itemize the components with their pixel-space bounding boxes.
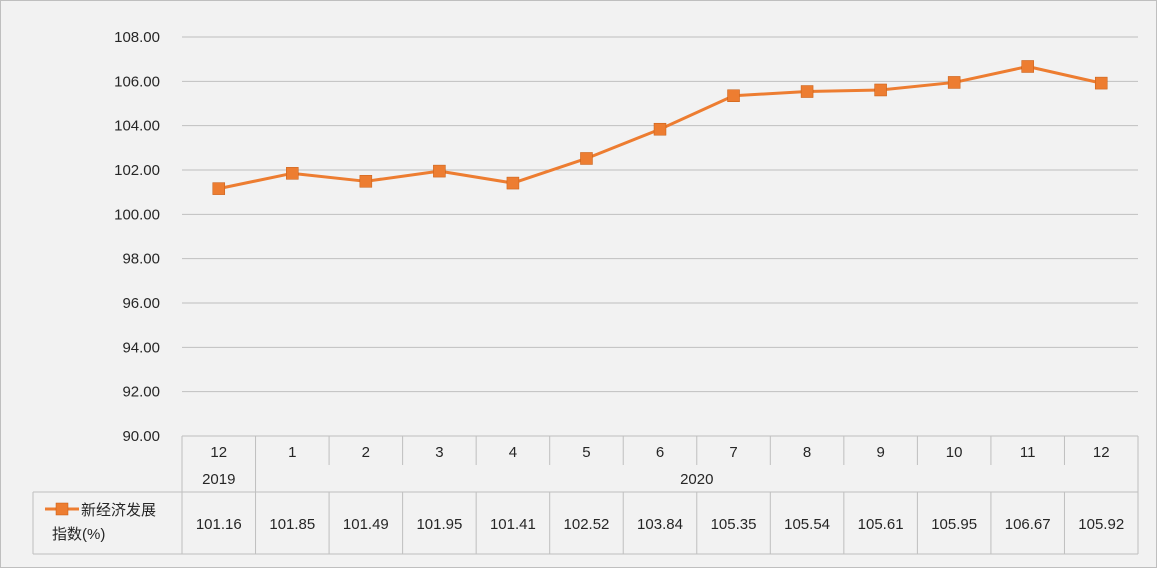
- data-point: [433, 164, 446, 178]
- y-tick-label: 102.00: [114, 162, 160, 179]
- data-table-value: 101.16: [196, 516, 242, 533]
- data-table-value: 101.95: [416, 516, 462, 533]
- data-point: [727, 89, 740, 102]
- x-category-label: 11: [1020, 444, 1036, 461]
- x-category-label: 5: [582, 444, 590, 461]
- x-year-label: 2019: [202, 471, 235, 488]
- x-year-label: 2020: [680, 471, 713, 488]
- x-category-label: 3: [435, 444, 443, 461]
- x-category-label: 7: [729, 444, 737, 461]
- data-table-value: 103.84: [637, 516, 683, 533]
- y-tick-label: 100.00: [114, 206, 160, 223]
- data-point: [212, 182, 226, 195]
- y-tick-label: 90.00: [122, 428, 160, 445]
- x-category-label: 4: [509, 444, 517, 461]
- legend-label: 指数(%): [52, 526, 105, 543]
- data-table-value: 105.61: [858, 516, 904, 533]
- data-table-value: 105.54: [784, 516, 830, 533]
- y-tick-label: 98.00: [122, 251, 160, 268]
- y-tick-label: 104.00: [114, 118, 160, 135]
- x-category-label: 10: [946, 444, 963, 461]
- x-category-label: 12: [210, 444, 227, 461]
- y-tick-label: 92.00: [122, 384, 160, 401]
- data-point: [947, 76, 961, 89]
- y-tick-label: 108.00: [114, 29, 160, 46]
- data-point: [800, 85, 814, 98]
- data-table-value: 105.35: [711, 516, 757, 533]
- data-point: [1094, 76, 1108, 90]
- y-tick-label: 106.00: [114, 73, 160, 90]
- data-table-value: 102.52: [564, 516, 610, 533]
- data-point: [286, 167, 299, 180]
- x-category-label: 9: [876, 444, 884, 461]
- y-tick-label: 96.00: [122, 295, 160, 312]
- data-table-value: 101.85: [269, 516, 315, 533]
- data-point: [1021, 60, 1034, 73]
- x-category-label: 8: [803, 444, 811, 461]
- legend-label: 新经济发展: [81, 502, 156, 519]
- data-table-value: 106.67: [1005, 516, 1051, 533]
- x-category-label: 12: [1093, 444, 1110, 461]
- data-table-value: 105.92: [1078, 516, 1124, 533]
- x-category-label: 2: [362, 444, 370, 461]
- data-point: [580, 152, 593, 165]
- x-category-label: 6: [656, 444, 664, 461]
- data-table-value: 105.95: [931, 516, 977, 533]
- legend-marker: [55, 502, 69, 516]
- data-table-value: 101.41: [490, 516, 536, 533]
- data-point: [874, 83, 887, 97]
- data-point: [506, 176, 520, 190]
- data-point: [653, 122, 667, 136]
- x-category-label: 1: [288, 444, 296, 461]
- y-tick-label: 94.00: [122, 339, 160, 356]
- data-table-value: 101.49: [343, 516, 389, 533]
- data-point: [359, 175, 373, 188]
